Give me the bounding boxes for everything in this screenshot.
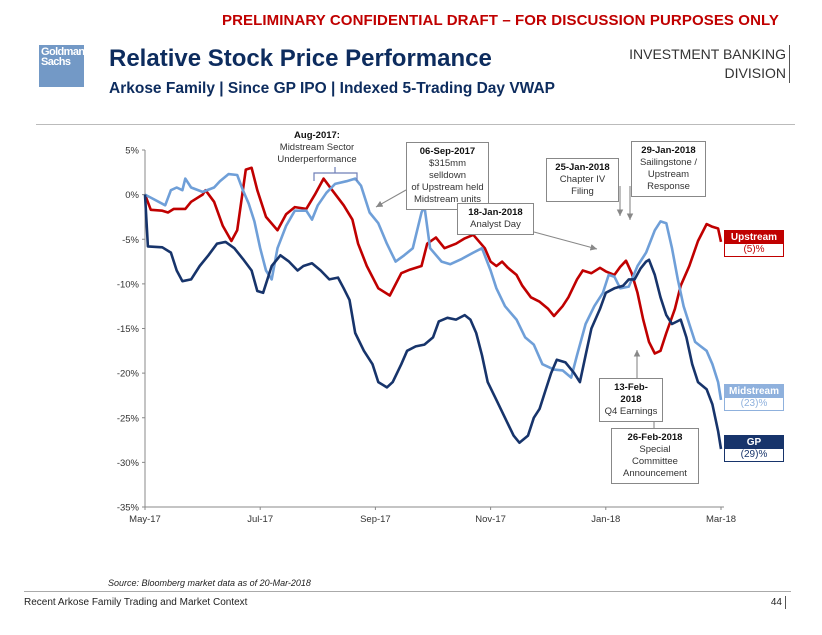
y-tick-label: -15% [117,324,140,335]
annotation-25-jan-2018: 25-Jan-2018 Chapter IV Filing [546,158,619,202]
end-label-name: Upstream [725,231,783,244]
annotation-26-feb-2018: 26-Feb-2018 Special Committee Announceme… [611,428,699,484]
draft-banner: PRELIMINARY CONFIDENTIAL DRAFT – FOR DIS… [222,12,779,29]
logo-line-1: Goldman [41,46,85,58]
source-note: Source: Bloomberg market data as of 20-M… [108,578,311,588]
division-line-1: INVESTMENT BANKING [629,46,786,62]
division-label: INVESTMENT BANKING DIVISION [629,45,790,83]
y-tick-label: -35% [117,503,140,514]
annotation-text: Chapter IV Filing [559,174,606,197]
annotation-text: Response [647,181,690,192]
annotation-29-jan-2018: 29-Jan-2018 Sailingstone / Upstream Resp… [631,141,706,197]
series-line-upstream [143,166,723,355]
end-label-name: GP [725,436,783,449]
division-line-2: DIVISION [724,65,786,81]
end-label-value: (23)% [725,398,783,410]
x-tick-label: Mar-18 [706,514,736,525]
annotation-date: 13-Feb-2018 [614,382,648,405]
y-tick-label: -10% [117,279,140,290]
end-label-gp: GP (29)% [724,435,784,462]
end-label-value: (29)% [725,449,783,461]
chart-series [143,166,723,450]
series-line-gp [143,194,723,450]
x-tick-label: May-17 [129,514,161,525]
annotation-text: Sailingstone / [639,157,698,168]
y-tick-label: -5% [122,235,139,246]
page-subtitle: Arkose Family | Since GP IPO | Indexed 5… [109,80,555,97]
x-tick-label: Sep-17 [360,514,391,525]
x-tick-label: Jan-18 [591,514,620,525]
annotation-date: 18-Jan-2018 [468,207,523,218]
annotation-text: Upstream [647,169,690,180]
x-tick-label: Jul-17 [247,514,273,525]
y-tick-label: 5% [125,146,139,157]
series-line-midstream [144,172,723,401]
logo-line-2: Sachs [41,56,71,68]
end-label-midstream: Midstream (23)% [724,384,784,411]
header-divider [36,124,795,125]
end-label-name: Midstream [725,385,783,398]
end-label-value: (5)% [725,244,783,256]
annotation-06-sep-2017: 06-Sep-2017 $315mm selldown of Upstream … [406,142,489,210]
annotation-date: 29-Jan-2018 [641,145,696,156]
x-tick-label: Nov-17 [475,514,506,525]
annotation-text: $315mm selldown [429,158,466,181]
footer-section: Recent Arkose Family Trading and Market … [24,597,248,608]
footer-divider [24,591,791,592]
annotation-text: Announcement [623,468,687,479]
annotation-date: 06-Sep-2017 [419,146,476,157]
annotation-text: Midstream Sector [279,142,355,153]
annotation-18-jan-2018: 18-Jan-2018 Analyst Day [457,203,534,235]
annotation-text: Analyst Day [470,219,521,230]
arrow-06-sep-2017 [375,189,407,208]
y-tick-label: 0% [125,190,139,201]
y-tick-label: -25% [117,413,140,424]
end-label-upstream: Upstream (5)% [724,230,784,257]
annotation-text: Midstream units [413,194,482,205]
goldman-sachs-logo: Goldman Sachs [39,45,85,87]
page-title: Relative Stock Price Performance [109,45,492,72]
aug-2017-bracket [313,167,358,181]
annotation-text: Underperformance [277,154,357,165]
chart-axes: 5% 0% -5% -10% -15% -20% -25% -30% -35%May-17 Jul… [117,146,736,526]
annotation-date: 25-Jan-2018 [555,162,610,173]
annotation-13-feb-2018: 13-Feb-2018 Q4 Earnings [599,378,663,422]
annotation-text: of Upstream held [411,182,484,193]
arrow-18-jan-2018 [533,231,598,251]
y-tick-label: -20% [117,369,140,380]
y-tick-label: -30% [117,458,140,469]
annotation-text: Special Committee [632,444,678,467]
annotation-aug-2017: Aug-2017: Midstream Sector Underperforma… [257,130,377,166]
annotation-text: Q4 Earnings [604,406,658,417]
annotation-date: Aug-2017: [294,130,340,141]
page-number: 44 [771,596,786,609]
annotation-date: 26-Feb-2018 [627,432,683,443]
